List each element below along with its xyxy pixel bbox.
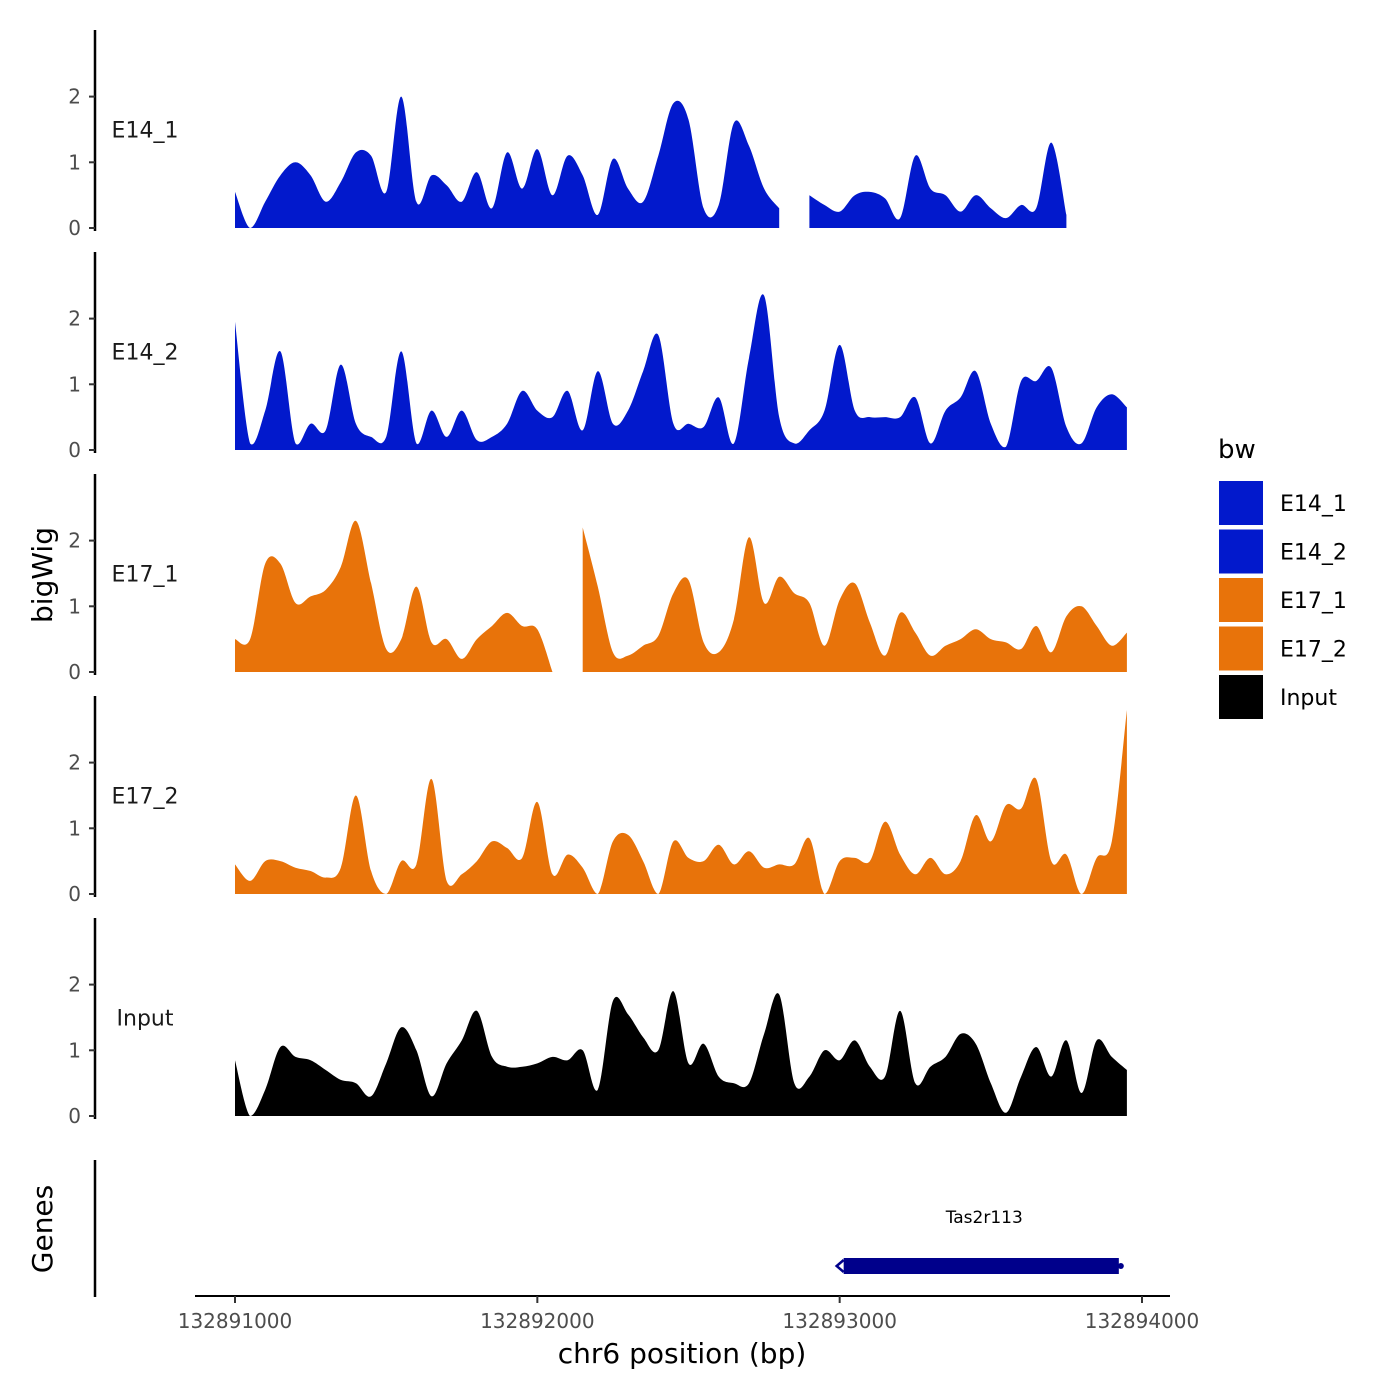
track-label: Input (117, 1006, 174, 1031)
legend-title: bw (1218, 435, 1256, 465)
coverage-area-E17_1-segment (235, 520, 553, 672)
legend-swatch (1219, 675, 1263, 719)
y-tick-label: 0 (68, 438, 81, 462)
y-tick-label: 0 (68, 882, 81, 906)
legend-item-E14_2: E14_2 (1219, 529, 1347, 574)
track-Input: 0 1 2 Input (68, 918, 1127, 1128)
gene-track: Genes Tas2r113 (26, 1160, 1124, 1297)
y-tick-label: 2 (68, 85, 81, 109)
y-tick-label: 0 (68, 1104, 81, 1128)
legend-label: Input (1280, 686, 1337, 711)
legend-label: E14_1 (1280, 492, 1347, 517)
coverage-area-E14_1-segment (235, 96, 780, 228)
track-label: E14_1 (112, 118, 179, 143)
coverage-area-Input-segment (235, 991, 1127, 1116)
track-label: E14_2 (112, 340, 179, 365)
legend: bw E14_1 E14_2 E17_1 E17_2 Input (1218, 435, 1347, 719)
y-tick-label: 2 (68, 307, 81, 331)
gene-label: Tas2r113 (945, 1208, 1023, 1228)
y-tick-label: 2 (68, 529, 81, 553)
x-tick-label: 132892000 (480, 1309, 595, 1333)
y-tick-label: 1 (68, 816, 81, 840)
coverage-tracks: 0 1 2 E14_1 0 1 2 E14_2 0 1 2 E17_1 0 1 2 E17_2 0 1 2 Input (68, 30, 1127, 1128)
y-tick-label: 1 (68, 150, 81, 174)
y-tick-label: 0 (68, 216, 81, 240)
coverage-area-E14_2-segment (235, 294, 1127, 450)
track-E17_1: 0 1 2 E17_1 (68, 474, 1127, 684)
x-axis-title: chr6 position (bp) (558, 1337, 807, 1370)
coverage-area-E14_1-segment (809, 142, 1067, 228)
gene-body (843, 1258, 1119, 1274)
track-label: E17_1 (112, 562, 179, 587)
x-tick-label: 132891000 (178, 1309, 293, 1333)
track-E14_2: 0 1 2 E14_2 (68, 252, 1127, 462)
legend-label: E17_2 (1280, 638, 1347, 663)
x-tick-label: 132894000 (1085, 1309, 1200, 1333)
legend-swatch (1219, 626, 1263, 671)
y-tick-label: 1 (68, 1038, 81, 1062)
y-axis-title: bigWig (26, 527, 59, 623)
y-tick-label: 0 (68, 660, 81, 684)
legend-swatch (1219, 529, 1263, 574)
x-tick-label: 132893000 (782, 1309, 897, 1333)
gene-strand-arrow (834, 1259, 845, 1273)
genes-track-title: Genes (26, 1185, 59, 1273)
y-tick-label: 1 (68, 594, 81, 618)
track-E14_1: 0 1 2 E14_1 (68, 30, 1067, 240)
y-tick-label: 1 (68, 372, 81, 396)
legend-swatch (1219, 481, 1263, 525)
coverage-area-E17_1-segment (582, 527, 1127, 672)
y-tick-label: 2 (68, 973, 81, 997)
legend-label: E17_1 (1280, 589, 1347, 614)
legend-item-E17_1: E17_1 (1219, 578, 1347, 622)
legend-item-Input: Input (1219, 675, 1337, 719)
coverage-area-E17_2-segment (235, 710, 1127, 894)
legend-item-E17_2: E17_2 (1219, 626, 1347, 671)
legend-swatch (1219, 578, 1263, 622)
gene-end-marker (1117, 1263, 1124, 1269)
track-label: E17_2 (112, 784, 179, 809)
track-E17_2: 0 1 2 E17_2 (68, 696, 1127, 906)
gene-Tas2r113: Tas2r113 (834, 1208, 1124, 1274)
legend-label: E14_2 (1280, 541, 1347, 566)
y-tick-label: 2 (68, 751, 81, 775)
legend-item-E14_1: E14_1 (1219, 481, 1347, 525)
x-axis: 132891000 132892000 132893000 132894000 chr… (178, 1295, 1200, 1370)
